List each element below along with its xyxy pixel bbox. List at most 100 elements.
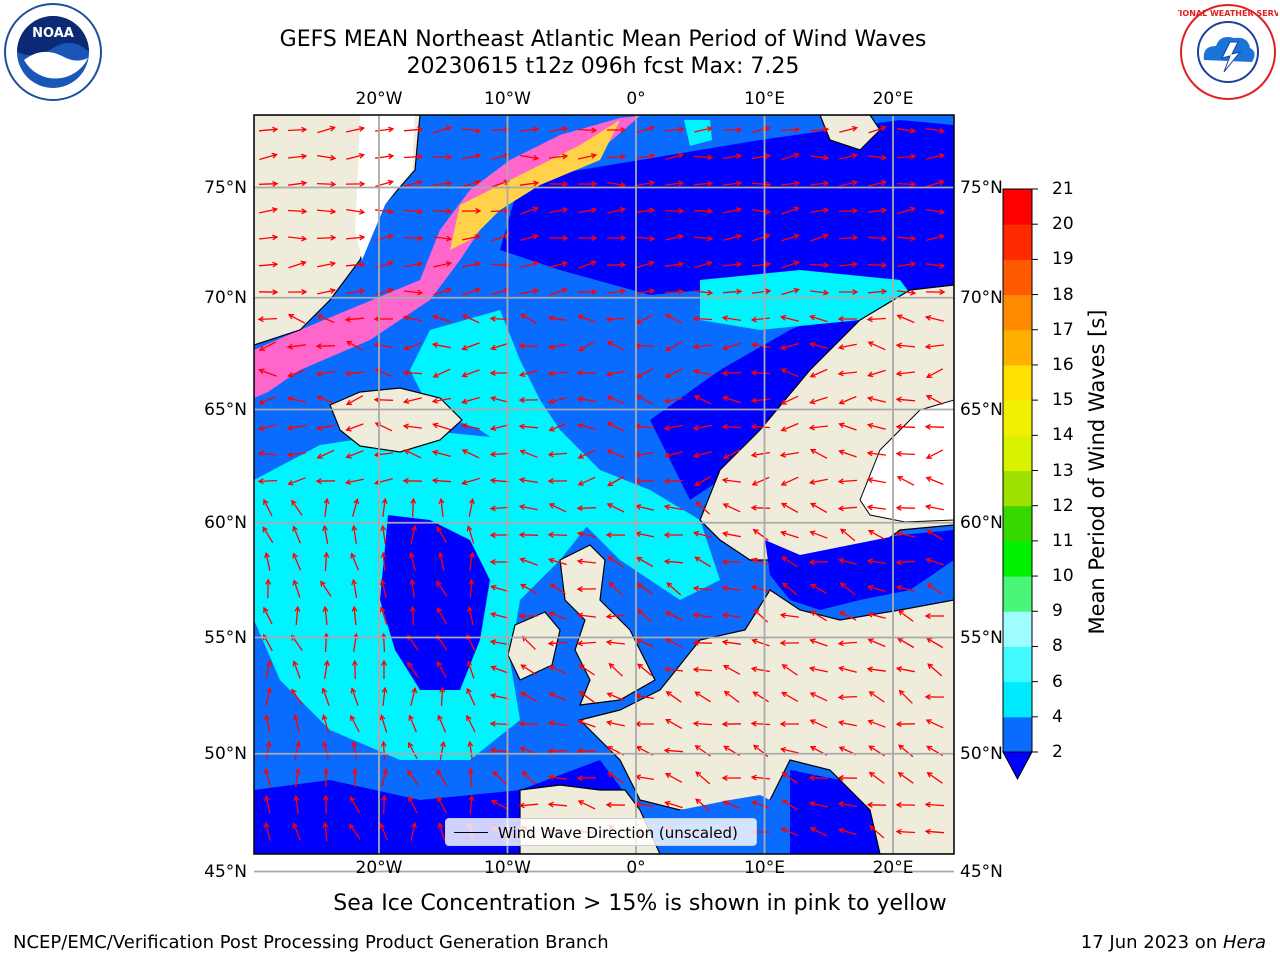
land-gulf-of-bothnia <box>859 399 954 523</box>
wave-direction-arrow <box>410 553 416 571</box>
wave-direction-arrowhead <box>867 422 874 429</box>
wave-direction-arrowhead <box>694 745 701 751</box>
wave-direction-arrowhead <box>437 714 443 721</box>
wave-direction-arrowhead <box>518 371 526 378</box>
sea-ice-edge <box>254 116 640 398</box>
wave-direction-arrow <box>288 344 306 348</box>
wave-direction-arrowhead <box>721 315 729 322</box>
wave-direction-arrowhead <box>321 714 328 721</box>
wave-direction-arrow <box>751 776 771 780</box>
wave-direction-arrowhead <box>403 449 410 455</box>
wave-direction-arrowhead <box>663 747 670 754</box>
wave-direction-arrow <box>258 183 278 185</box>
wave-direction-arrowhead <box>924 343 931 350</box>
lon-tick-label: 10°E <box>744 89 785 109</box>
wave-direction-arrow <box>693 210 713 212</box>
lat-tick-label: 65°N <box>960 399 1003 420</box>
wave-direction-arrowhead <box>287 479 294 486</box>
wave-direction-arrow <box>490 317 510 321</box>
wave-direction-arrow <box>345 263 365 267</box>
wave-direction-arrow <box>439 742 445 760</box>
wave-direction-arrowhead <box>445 260 453 267</box>
wave-direction-arrowhead <box>866 316 873 323</box>
wave-direction-arrow <box>548 371 568 375</box>
wave-direction-arrowhead <box>438 497 445 504</box>
wave-direction-arrow <box>490 640 510 646</box>
wave-direction-arrow <box>838 695 858 699</box>
wave-direction-arrow <box>896 830 916 834</box>
wave-direction-arrow <box>752 263 770 267</box>
wave-direction-arrowhead <box>461 314 468 320</box>
wave-direction-arrowhead <box>663 452 671 459</box>
wave-direction-arrow <box>383 795 385 815</box>
wave-direction-arrow <box>899 690 913 704</box>
wave-direction-arrowhead <box>866 477 874 484</box>
map-title: GEFS MEAN Northeast Atlantic Mean Period… <box>279 27 927 52</box>
colorbar-tick-label: 14 <box>1052 425 1074 446</box>
wave-direction-arrow <box>810 315 828 323</box>
land-svalbard <box>819 115 881 151</box>
wave-direction-arrow <box>838 236 858 240</box>
wave-direction-arrow <box>259 153 277 161</box>
wave-direction-arrowhead <box>286 395 294 402</box>
wave-direction-arrow <box>491 397 509 403</box>
wave-direction-arrowhead <box>664 372 671 378</box>
wave-direction-arrow <box>752 801 770 809</box>
wave-direction-arrow <box>346 127 364 133</box>
wave-direction-arrowhead <box>939 289 946 295</box>
wave-direction-arrowhead <box>300 180 308 187</box>
wave-direction-arrowhead <box>851 152 859 159</box>
wave-direction-arrow <box>896 344 916 348</box>
colorbar-segment <box>1003 681 1032 718</box>
wave-direction-arrowhead <box>840 528 847 535</box>
wave-direction-arrowhead <box>751 557 758 564</box>
wave-direction-arrow <box>266 742 270 760</box>
wave-direction-arrow <box>809 208 829 214</box>
wave-direction-arrow <box>323 742 329 760</box>
wave-direction-arrow <box>404 316 422 322</box>
colorbar-segment <box>1003 224 1032 260</box>
wave-direction-arrow <box>403 128 423 132</box>
wave-direction-arrowhead <box>867 584 874 591</box>
wave-direction-arrow <box>466 715 476 733</box>
wave-direction-arrowhead <box>637 608 644 615</box>
wave-direction-arrow <box>258 479 278 483</box>
wave-direction-arrow <box>548 803 568 807</box>
wave-direction-arrowhead <box>736 261 743 268</box>
wave-direction-arrowhead <box>345 399 353 405</box>
wave-direction-arrow <box>317 424 335 430</box>
wave-direction-arrow <box>839 263 857 267</box>
wave-direction-arrow <box>432 209 452 213</box>
wave-direction-arrowhead <box>292 579 299 586</box>
wave-direction-arrowhead <box>474 153 482 159</box>
wave-direction-arrowhead <box>926 637 933 644</box>
wave-direction-arrowhead <box>323 767 330 774</box>
wave-direction-arrowhead <box>808 666 816 672</box>
lat-tick-label: 60°N <box>960 512 1003 533</box>
wave-direction-arrowhead <box>263 606 269 613</box>
wave-direction-arrow <box>839 343 857 349</box>
wave-direction-arrow <box>549 396 567 404</box>
wave-direction-arrowhead <box>437 822 444 829</box>
wave-direction-arrowhead <box>909 206 916 213</box>
wave-direction-arrow <box>407 770 419 786</box>
wave-direction-arrow <box>491 666 509 674</box>
wave-direction-arrowhead <box>489 477 496 484</box>
wave-direction-arrowhead <box>518 342 525 349</box>
wave-direction-arrow <box>462 128 480 132</box>
wave-direction-arrowhead <box>407 661 413 668</box>
wave-direction-arrowhead <box>291 688 297 695</box>
wave-direction-arrow <box>317 289 335 295</box>
wave-direction-arrowhead <box>606 422 614 428</box>
wave-direction-arrowhead <box>436 769 443 776</box>
wave-direction-arrowhead <box>721 531 729 537</box>
wave-direction-arrowhead <box>489 559 496 565</box>
wave-direction-arrowhead <box>561 126 569 132</box>
wave-direction-arrow <box>259 424 277 430</box>
wave-direction-arrowhead <box>896 314 903 320</box>
wave-direction-arrowhead <box>896 584 903 591</box>
wave-direction-arrowhead <box>695 798 702 805</box>
wave-direction-arrowhead <box>838 422 845 429</box>
wave-direction-arrow <box>664 749 684 753</box>
wave-direction-arrowhead <box>445 125 452 132</box>
